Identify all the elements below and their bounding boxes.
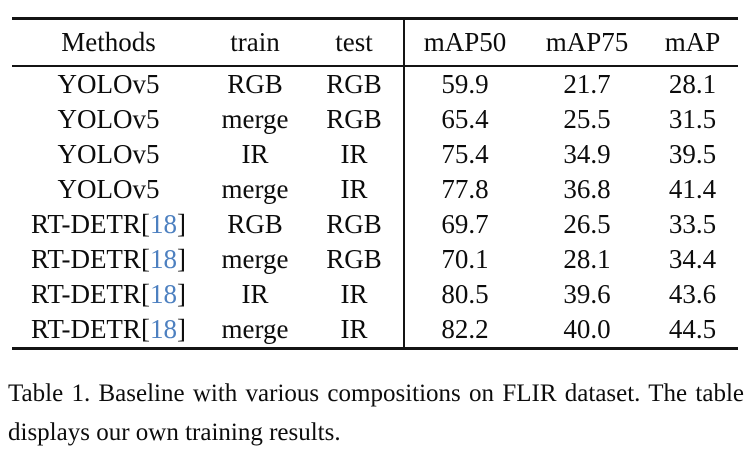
method-cell: RT-DETR[18] (12, 246, 205, 273)
map50-cell: 77.8 (441, 174, 489, 204)
map75-cell: 28.1 (563, 244, 611, 274)
table-row: RT-DETR[18] merge IR 82.2 40.0 44.5 (12, 312, 738, 347)
train-cell: RGB (227, 209, 283, 239)
header-train: train (230, 27, 280, 57)
map75-cell: 25.5 (563, 104, 611, 134)
header-map: mAP (664, 27, 721, 57)
header-test: test (335, 27, 373, 57)
train-cell: IR (241, 279, 269, 309)
train-cell: merge (221, 314, 289, 344)
column-divider-rule (403, 20, 405, 347)
method-name: YOLOv5 (57, 174, 160, 204)
method-cell: RT-DETR[18] (12, 316, 205, 343)
test-cell: RGB (326, 244, 382, 274)
map50-cell: 59.9 (441, 69, 489, 99)
citation-bracket: ] (176, 279, 186, 309)
citation-bracket: [ (140, 279, 150, 309)
method-cell: YOLOv5 (12, 106, 205, 133)
test-cell: IR (340, 314, 368, 344)
map50-cell: 65.4 (441, 104, 489, 134)
table-body: YOLOv5 RGB RGB 59.9 21.7 28.1 YOLOv5 merge RGB 65… (12, 67, 738, 347)
method-cell: RT-DETR[18] (12, 211, 205, 238)
method-name: YOLOv5 (57, 139, 160, 169)
map50-cell: 69.7 (441, 209, 489, 239)
test-cell: RGB (326, 209, 382, 239)
map-cell: 44.5 (668, 314, 717, 344)
map-cell: 43.6 (668, 279, 717, 309)
map50-cell: 82.2 (441, 314, 489, 344)
citation-link[interactable]: 18 (149, 209, 177, 239)
citation-link[interactable]: 18 (149, 279, 177, 309)
method-name: RT-DETR (31, 314, 141, 344)
table-row: RT-DETR[18] merge RGB 70.1 28.1 34.4 (12, 242, 738, 277)
results-table: Methods train test mAP50 mAP75 mAP YOLOv… (12, 17, 738, 350)
table-row: YOLOv5 RGB RGB 59.9 21.7 28.1 (12, 67, 738, 102)
citation-bracket: ] (176, 209, 186, 239)
test-cell: RGB (326, 104, 382, 134)
train-cell: merge (221, 104, 289, 134)
citation-bracket: ] (176, 314, 186, 344)
map75-cell: 40.0 (563, 314, 611, 344)
method-cell: YOLOv5 (12, 71, 205, 98)
method-cell: YOLOv5 (12, 176, 205, 203)
table-row: RT-DETR[18] IR IR 80.5 39.6 43.6 (12, 277, 738, 312)
map75-cell: 21.7 (563, 69, 611, 99)
citation-bracket: ] (176, 244, 186, 274)
table-row: YOLOv5 IR IR 75.4 34.9 39.5 (12, 137, 738, 172)
map75-cell: 26.5 (563, 209, 611, 239)
header-methods: Methods (61, 27, 156, 57)
method-name: YOLOv5 (57, 104, 160, 134)
map-cell: 34.4 (668, 244, 717, 274)
method-cell: YOLOv5 (12, 141, 205, 168)
map-cell: 33.5 (668, 209, 717, 239)
map75-cell: 39.6 (563, 279, 611, 309)
citation-link[interactable]: 18 (149, 314, 177, 344)
method-cell: RT-DETR[18] (12, 281, 205, 308)
citation-bracket: [ (140, 314, 150, 344)
table-header-rule (12, 65, 738, 67)
citation-bracket: [ (140, 209, 150, 239)
header-map50: mAP50 (423, 27, 507, 57)
map50-cell: 80.5 (441, 279, 489, 309)
method-name: RT-DETR (31, 244, 141, 274)
table-top-rule (12, 17, 738, 20)
map75-cell: 36.8 (563, 174, 611, 204)
table-row: YOLOv5 merge RGB 65.4 25.5 31.5 (12, 102, 738, 137)
map-cell: 31.5 (668, 104, 717, 134)
test-cell: IR (340, 279, 368, 309)
table-row: RT-DETR[18] RGB RGB 69.7 26.5 33.5 (12, 207, 738, 242)
header-map75: mAP75 (545, 27, 629, 57)
citation-link[interactable]: 18 (149, 244, 177, 274)
table-bottom-rule (12, 347, 738, 350)
test-cell: IR (340, 174, 368, 204)
map-cell: 39.5 (668, 139, 717, 169)
train-cell: merge (221, 174, 289, 204)
map-cell: 28.1 (668, 69, 717, 99)
map50-cell: 70.1 (441, 244, 489, 274)
test-cell: IR (340, 139, 368, 169)
method-name: RT-DETR (31, 209, 141, 239)
test-cell: RGB (326, 69, 382, 99)
map50-cell: 75.4 (441, 139, 489, 169)
train-cell: merge (221, 244, 289, 274)
method-name: RT-DETR (31, 279, 141, 309)
train-cell: RGB (227, 69, 283, 99)
citation-bracket: [ (140, 244, 150, 274)
map75-cell: 34.9 (563, 139, 611, 169)
table-header-row: Methods train test mAP50 mAP75 mAP (12, 20, 738, 65)
table-caption: Table 1. Baseline with various compositi… (8, 380, 744, 446)
train-cell: IR (241, 139, 269, 169)
map-cell: 41.4 (668, 174, 717, 204)
method-name: YOLOv5 (57, 69, 160, 99)
table-row: YOLOv5 merge IR 77.8 36.8 41.4 (12, 172, 738, 207)
